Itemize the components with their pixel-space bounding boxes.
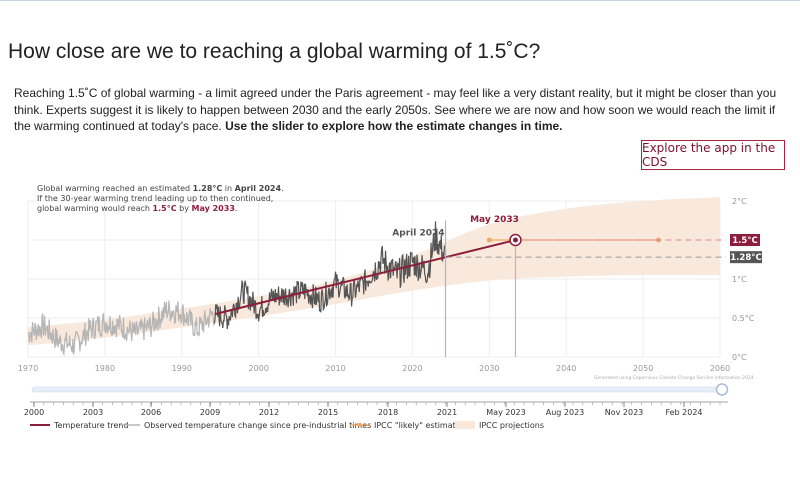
badge-15-box	[730, 234, 760, 246]
legend-swatch-estimate-dot	[357, 422, 363, 428]
badge-15-label: 1.5°C	[732, 236, 758, 246]
slider-tick-label: 2012	[259, 408, 279, 417]
y-axis-ticks: 0°C 0.5°C 1°C 1.5°C 2°C	[732, 197, 755, 362]
current-date-label: April 2024	[392, 228, 444, 238]
slider-tick-label: 2006	[141, 408, 161, 417]
x-tick-label: 1980	[95, 364, 115, 373]
slider-track[interactable]	[31, 386, 727, 393]
legend: Temperature trend Observed temperature ch…	[30, 421, 544, 430]
observed-series-recent	[213, 221, 446, 330]
intro-paragraph: Reaching 1.5˚C of global warming - a lim…	[14, 85, 784, 135]
badge-128-box	[730, 251, 762, 264]
slider-ticks: 2000 2003 2006 2009 2012 2015 2018 2021 May 2023…	[24, 402, 703, 417]
legend-label-trend: Temperature trend	[53, 421, 129, 430]
x-tick-label: 2060	[710, 364, 730, 373]
observed-series-early	[27, 300, 215, 357]
slider-minor-ticks	[33, 402, 721, 405]
y-tick-label: 1°C	[732, 275, 747, 284]
estimate-start-point	[486, 237, 492, 243]
slider-tick-label: 2009	[200, 408, 220, 417]
info-line-3: global warming would reach 1.5°C by May …	[37, 204, 237, 213]
x-tick-label: 2020	[402, 364, 422, 373]
x-tick-label: 2000	[248, 364, 268, 373]
legend-label-estimate: IPCC "likely" estimate	[374, 421, 461, 430]
x-tick-label: 1990	[172, 364, 192, 373]
badge-128: 1.28°C	[730, 251, 762, 264]
slider-tick-label: 2018	[378, 408, 398, 417]
top-border	[0, 0, 800, 1]
y-tick-label: 0.5°C	[732, 314, 755, 323]
reach-date-label: May 2033	[470, 215, 519, 225]
x-tick-label: 2030	[479, 364, 499, 373]
x-tick-label: 2040	[556, 364, 576, 373]
slider-tick-label: May 2023	[486, 408, 525, 417]
info-line-1: Global warming reached an estimated 1.28…	[37, 184, 284, 193]
x-tick-label: 1970	[18, 364, 38, 373]
slider-tick-label: Feb 2024	[665, 408, 702, 417]
explore-cds-button[interactable]: Explore the app in the CDS	[641, 140, 785, 170]
page-title: How close are we to reaching a global wa…	[8, 40, 541, 63]
slider-tick-label: 2015	[318, 408, 338, 417]
copernicus-credit: Generated using Copernicus Climate Chang…	[594, 375, 755, 381]
info-line-2: If the 30-year warming trend leading up …	[37, 194, 273, 203]
legend-label-observed: Observed temperature change since pre-in…	[144, 421, 371, 430]
badge-15: 1.5°C	[730, 234, 760, 246]
badge-128-label: 1.28°C	[730, 253, 761, 263]
slider-handle[interactable]	[715, 383, 729, 396]
x-tick-label: 2050	[633, 364, 653, 373]
slider-tick-label: 2003	[83, 408, 103, 417]
intro-bold: Use the slider to explore how the estima…	[225, 119, 563, 133]
warming-chart: 1970 1980 1990 2000 2010 2020 2030 2040 2050 2060…	[18, 184, 762, 430]
slider-tick-label: Aug 2023	[546, 408, 585, 417]
x-axis-ticks: 1970 1980 1990 2000 2010 2020 2030 2040 2050 2060	[18, 364, 730, 373]
legend-label-band: IPCC projections	[479, 421, 544, 430]
x-tick-label: 2010	[325, 364, 345, 373]
y-tick-label: 0°C	[732, 353, 747, 362]
intro-text: Reaching 1.5˚C of global warming - a lim…	[14, 86, 777, 133]
trend-line	[214, 239, 516, 316]
reach-point-dot	[512, 237, 518, 243]
ipcc-projection-band	[28, 197, 720, 346]
slider-tick-label: 2000	[24, 408, 44, 417]
y-tick-label: 2°C	[732, 197, 747, 206]
slider-tick-label: 2021	[437, 408, 457, 417]
slider-tick-label: Nov 2023	[605, 408, 644, 417]
legend-swatch-band	[455, 421, 475, 429]
